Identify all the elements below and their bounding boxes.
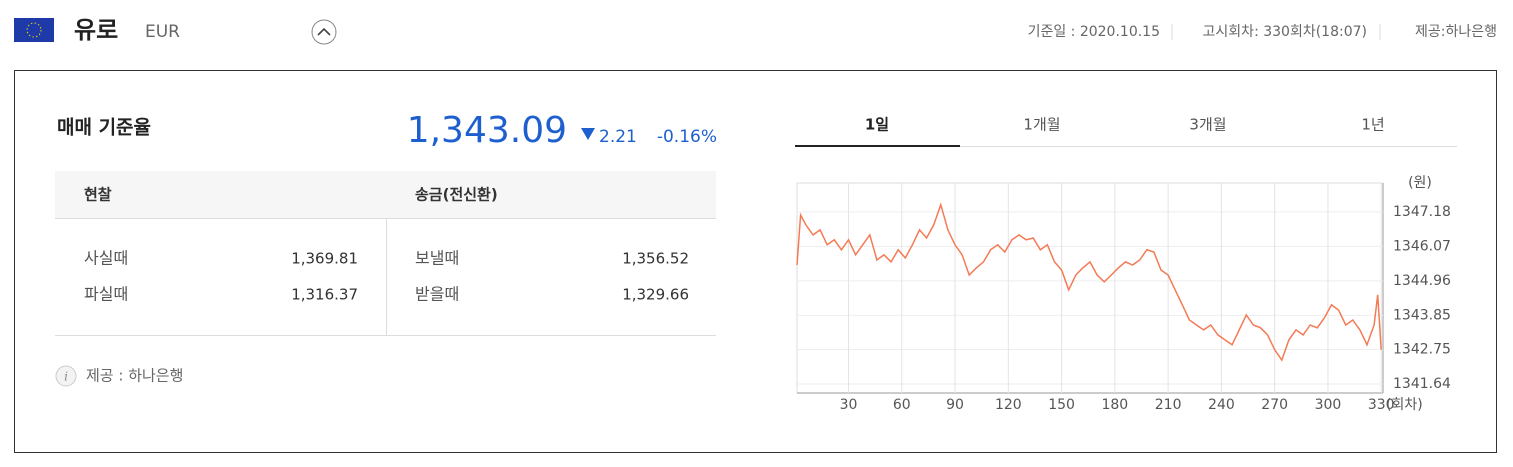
x-tick-label: 120 [995, 397, 1022, 413]
tab[interactable]: 3개월 [1189, 116, 1226, 134]
rate-line [796, 202, 1382, 362]
info-icon [55, 365, 77, 387]
x-tick-label: 60 [893, 397, 911, 413]
panel-border [14, 70, 1497, 453]
x-tick-label: 300 [1315, 397, 1342, 413]
source: 제공:하나은행 [1415, 24, 1497, 40]
row-label: 받을때 [415, 285, 459, 304]
round-info: 고시회차: 330회차(18:07) [1203, 24, 1367, 40]
row-value: 1,369.81 [291, 250, 358, 268]
row-label: 파실때 [84, 285, 128, 304]
base-date: 기준일 : 2020.10.15 [1028, 24, 1160, 40]
currency-code: EUR [145, 22, 180, 42]
x-tick-label: 180 [1101, 397, 1128, 413]
y-tick-label: 1347.18 [1393, 204, 1451, 220]
row-value: 1,316.37 [291, 286, 358, 304]
x-tick-label: 90 [946, 397, 964, 413]
x-tick-label: 330 [1368, 397, 1395, 413]
table-header-bg [55, 171, 716, 218]
chart: 1341.64 1342.75 1343.85 1344.96 1346.07 1347.… [796, 175, 1451, 413]
x-tick-label: 270 [1261, 397, 1288, 413]
x-tick-label: 210 [1155, 397, 1182, 413]
x-tick-label: 30 [840, 397, 858, 413]
x-tick-label: 150 [1048, 397, 1075, 413]
collapse-button[interactable] [311, 19, 337, 45]
rate-label: 매매 기준율 [57, 117, 151, 139]
y-tick-label: 1341.64 [1393, 376, 1451, 392]
y-tick-label: 1342.75 [1393, 342, 1451, 358]
tab[interactable]: 1개월 [1023, 116, 1060, 134]
tab[interactable]: 1년 [1361, 116, 1384, 134]
row-value: 1,329.66 [622, 286, 689, 304]
table-header: 송금(전신환) [415, 186, 498, 204]
row-label: 보낼때 [415, 249, 459, 268]
footnote: 제공 : 하나은행 [86, 367, 183, 385]
currency-name: 유로 [74, 16, 118, 44]
down-icon [581, 128, 595, 140]
flag-stars [26, 22, 42, 38]
x-axis-label: (회차) [1386, 397, 1423, 413]
y-tick-label: 1343.85 [1393, 307, 1451, 323]
info-glyph: i [64, 370, 68, 384]
eu-flag [14, 18, 54, 42]
rate-change-pct: -0.16% [657, 127, 717, 147]
table-header: 현찰 [84, 186, 112, 204]
y-axis-label: (원) [1408, 175, 1432, 191]
tab[interactable]: 1일 [865, 116, 889, 134]
row-value: 1,356.52 [622, 250, 689, 268]
y-tick-label: 1344.96 [1393, 273, 1451, 289]
rate-change: 2.21 [599, 127, 637, 147]
rate-value: 1,343.09 [407, 110, 567, 151]
collapse-icon [317, 27, 331, 36]
x-tick-label: 240 [1208, 397, 1235, 413]
y-tick-label: 1346.07 [1393, 238, 1451, 254]
row-label: 사실때 [84, 249, 128, 268]
